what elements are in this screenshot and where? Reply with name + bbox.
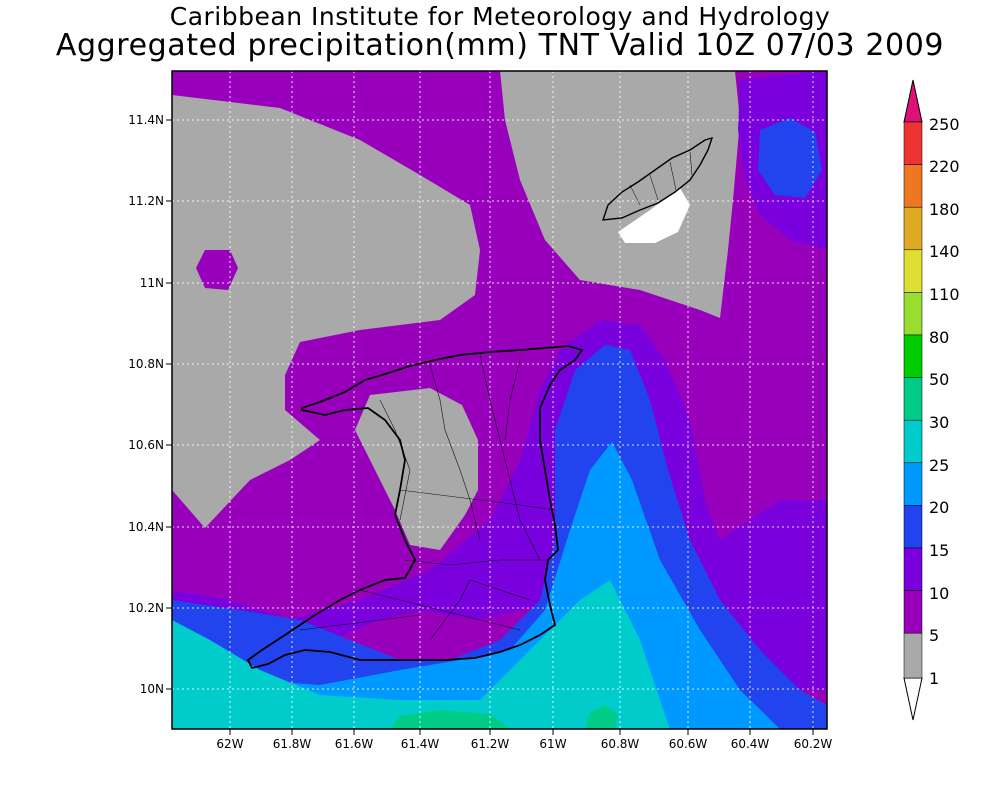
colorbar-label: 50 [929,370,949,389]
colorbar-segment [903,249,923,293]
colorbar-lower-arrow [903,677,923,721]
colorbar-segment [903,419,923,464]
colorbar-segment [903,505,923,549]
lon-tick-label: 60.4W [731,737,770,751]
colorbar-segment [903,547,923,591]
lon-tick-labels: 62W 61.8W 61.6W 61.4W 61.2W 61W 60.8W 60… [216,737,832,751]
color-bar: 250 220 180 140 110 80 50 30 25 20 15 10… [903,79,960,721]
lon-tick-label: 61.2W [471,737,510,751]
field-30-50-southeast [585,705,618,729]
field-15-20-northeast [758,118,822,198]
colorbar-label: 5 [929,626,939,645]
colorbar-segment [903,164,923,208]
colorbar-segment [903,206,923,251]
field-under-1-tobago [618,188,690,243]
colorbar-label: 140 [929,242,960,261]
lon-tick-label: 61.8W [273,737,312,751]
lon-tick-label: 60.2W [794,737,833,751]
lat-tick-label: 10.6N [128,438,164,452]
lon-axis [229,729,814,735]
colorbar-label: 220 [929,157,960,176]
field-5-10-islet [196,250,238,290]
map-frame [171,70,828,730]
lat-tick-labels: 11.4N 11.2N 11N 10.8N 10.6N 10.4N 10.2N … [128,113,164,696]
lat-tick-label: 11N [140,276,164,290]
field-30-50-south [390,710,510,729]
field-1-5-central [355,388,478,550]
field-1-5-northwest [172,95,480,528]
lat-tick-label: 11.2N [128,194,164,208]
colorbar-label: 80 [929,328,949,347]
tobago-boundaries [629,151,693,206]
colorbar-segment [903,377,923,421]
colorbar-segment [903,334,923,378]
lon-tick-label: 61W [539,737,566,751]
graticule [172,71,827,729]
lat-axis [166,119,172,690]
colorbar-segment [903,462,923,506]
lat-tick-label: 10.4N [128,520,164,534]
colorbar-label: 250 [929,115,960,134]
lon-tick-label: 60.6W [669,737,708,751]
colorbar-segment [903,590,923,634]
lat-tick-label: 11.4N [128,113,164,127]
colorbar-label: 1 [929,669,939,688]
colorbar-upper-arrow [903,79,923,123]
colorbar-label: 10 [929,584,949,603]
lon-tick-label: 61.4W [401,737,440,751]
colorbar-label: 30 [929,413,949,432]
colorbar-label: 180 [929,200,960,219]
colorbar-label: 110 [929,285,960,304]
colorbar-segment [903,632,923,679]
lon-tick-label: 61.6W [335,737,374,751]
lat-tick-label: 10.8N [128,357,164,371]
lat-tick-label: 10N [140,682,164,696]
precip-field [172,71,827,729]
lat-tick-label: 10.2N [128,601,164,615]
trinidad-coastline [246,345,584,670]
colorbar-label: 15 [929,541,949,560]
lon-tick-label: 60.8W [601,737,640,751]
field-25-30 [172,580,670,729]
title-institute: Caribbean Institute for Meteorology and … [169,2,831,31]
colorbar-segment [903,292,923,336]
colorbar-segment [903,121,923,165]
tobago-coastline [601,136,714,221]
trinidad-boundaries [299,354,556,641]
colorbar-label: 20 [929,498,949,517]
colorbar-label: 25 [929,456,949,475]
lon-tick-label: 62W [216,737,243,751]
title-product: Aggregated precipitation(mm) TNT Valid 1… [55,28,945,63]
